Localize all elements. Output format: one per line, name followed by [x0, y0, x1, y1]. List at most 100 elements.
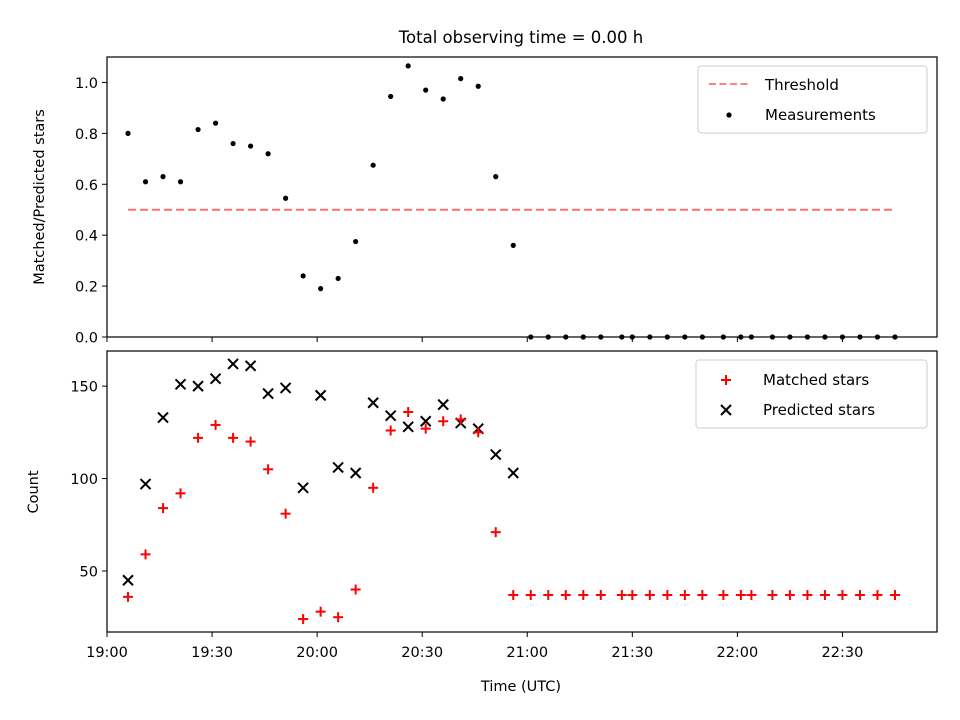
top-y-tick-label: 1.0	[75, 76, 98, 92]
measurement-point	[142, 179, 149, 185]
measurement-point	[265, 151, 271, 157]
top-panel: 0.0 0.2 0.4 0.6 0.8 1.0 Matched/Predicted sta…	[32, 56, 938, 347]
matched-stars-point	[837, 590, 848, 601]
bottom-marks	[122, 358, 900, 625]
matched-stars-point	[802, 590, 813, 601]
top-legend: Threshold Measurements	[697, 65, 928, 134]
matched-stars-point	[123, 591, 134, 602]
predicted-stars-point	[157, 411, 169, 424]
matched-stars-point	[578, 590, 589, 601]
legend-matched-label: Matched stars	[763, 371, 869, 389]
matched-stars-point	[872, 590, 883, 601]
bottom-y-ticks: 50 100 150	[70, 380, 107, 580]
legend-matched-swatch	[721, 375, 731, 385]
bottom-y-axis-label: Count	[26, 470, 42, 513]
predicted-stars-point	[244, 360, 257, 372]
matched-stars-point	[438, 416, 449, 427]
top-y-tick-label: 0.8	[75, 127, 98, 143]
matched-stars-point	[333, 612, 344, 623]
measurement-point	[510, 242, 516, 248]
matched-stars-point	[560, 590, 571, 601]
predicted-stars-point	[227, 358, 239, 370]
measurement-point	[247, 143, 254, 149]
matched-stars-point	[746, 590, 757, 601]
matched-stars-point	[784, 590, 795, 601]
predicted-stars-point	[174, 378, 187, 390]
matched-stars-point	[368, 482, 379, 493]
bottom-y-tick-label: 150	[70, 380, 98, 396]
measurement-point	[318, 286, 324, 292]
matched-stars-point	[140, 549, 151, 560]
predicted-stars-point	[332, 461, 344, 474]
predicted-stars-point	[367, 397, 379, 409]
measurement-point	[353, 238, 359, 245]
bottom-x-tick-label: 21:30	[611, 645, 653, 661]
bottom-legend: Matched stars Predicted stars	[695, 359, 928, 429]
top-y-tick-label: 0.2	[75, 280, 98, 296]
measurement-point	[440, 96, 446, 102]
matched-stars-point	[403, 407, 414, 418]
matched-stars-point	[350, 584, 361, 595]
matched-stars-point	[158, 503, 169, 514]
top-y-axis-label: Matched/Predicted stars	[32, 109, 48, 285]
measurement-point	[493, 174, 499, 180]
measurement-point	[195, 126, 201, 133]
measurement-point	[405, 63, 411, 69]
matched-stars-point	[420, 423, 431, 434]
predicted-stars-point	[262, 387, 274, 400]
matched-stars-point	[455, 414, 466, 425]
bottom-x-ticks: 19:00 19:30 20:00 20:30 21:00 21:30 22:00 22:30	[86, 632, 863, 661]
top-y-tick-label: 0.6	[75, 178, 98, 194]
measurement-point	[370, 162, 376, 168]
measurement-point	[125, 130, 131, 136]
matched-stars-point	[508, 590, 519, 601]
bottom-x-tick-label: 22:00	[716, 645, 758, 661]
matched-stars-point	[490, 527, 501, 538]
matched-stars-point	[679, 590, 690, 601]
bottom-axes-frame	[106, 350, 938, 633]
bottom-legend-box	[695, 359, 928, 429]
bottom-panel: 50 100 150 19:00 19:30 20:00 20:30 21:00 21:30 2…	[26, 350, 938, 695]
measurement-point	[212, 120, 219, 126]
matched-stars-point	[595, 590, 606, 601]
matched-stars-point	[627, 590, 638, 601]
top-y-tick-label: 0.4	[75, 229, 98, 245]
measurement-point	[458, 76, 464, 82]
predicted-stars-point	[209, 373, 222, 385]
matched-stars-point	[245, 436, 256, 447]
measurement-point	[423, 87, 429, 93]
top-marks	[125, 63, 898, 340]
bottom-x-tick-label: 20:00	[296, 645, 338, 661]
matched-stars-point	[298, 614, 309, 625]
measurement-point	[283, 195, 289, 201]
matched-stars-point	[525, 590, 536, 601]
bottom-y-tick-label: 100	[70, 472, 98, 488]
matched-stars-point	[819, 590, 830, 601]
matched-stars-point	[854, 590, 865, 601]
matched-stars-point	[889, 590, 900, 601]
predicted-stars-point	[384, 409, 397, 422]
top-x-ticks	[106, 337, 843, 342]
matched-stars-point	[385, 425, 396, 436]
legend-measurements-label: Measurements	[765, 106, 876, 124]
bottom-x-tick-label: 19:00	[86, 645, 128, 661]
measurement-point	[475, 83, 481, 89]
matched-stars-point	[662, 590, 673, 601]
matched-stars-point	[543, 590, 554, 601]
matched-stars-point	[175, 488, 186, 499]
matched-stars-point	[193, 432, 204, 443]
matched-stars-point	[263, 464, 274, 475]
bottom-x-tick-label: 22:30	[822, 645, 864, 661]
predicted-stars-point	[297, 482, 309, 494]
top-axes-frame	[106, 56, 938, 338]
measurement-point	[230, 140, 236, 147]
matched-stars-point	[315, 606, 326, 617]
matched-stars-point	[644, 590, 655, 601]
bottom-x-tick-label: 19:30	[191, 645, 233, 661]
measurement-point	[300, 273, 306, 279]
top-legend-box	[697, 65, 928, 134]
matched-stars-point	[718, 590, 729, 601]
predicted-stars-point	[402, 421, 414, 433]
measurement-point	[388, 93, 394, 100]
